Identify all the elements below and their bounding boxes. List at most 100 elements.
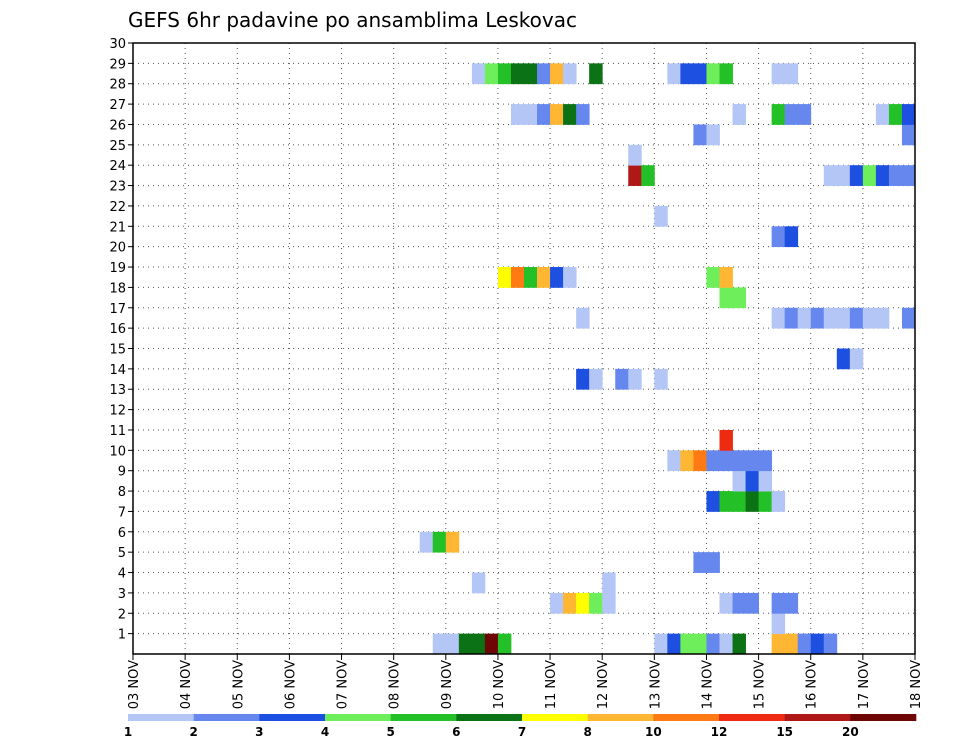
- y-tick-label: 16: [109, 322, 126, 337]
- precip-cell: [745, 470, 759, 492]
- precip-cell: [602, 592, 616, 614]
- precip-cell: [745, 491, 759, 512]
- precip-cell: [732, 491, 746, 512]
- x-tick-label: 04 NOV: [179, 660, 194, 709]
- precip-cell: [771, 592, 786, 614]
- precip-cell: [901, 165, 916, 186]
- precip-cell: [797, 307, 812, 329]
- x-tick-label: 08 NOV: [388, 660, 403, 709]
- y-tick-label: 13: [109, 383, 126, 398]
- y-tick-label: 10: [109, 444, 126, 459]
- y-tick-label: 22: [109, 200, 126, 215]
- x-tick-label: 17 NOV: [857, 660, 872, 709]
- precip-cell: [719, 491, 733, 512]
- x-tick-label: 12 NOV: [596, 660, 611, 709]
- legend-label: 5: [386, 725, 394, 739]
- precip-cell: [771, 63, 786, 85]
- precip-cell: [771, 633, 786, 655]
- precip-cell: [458, 633, 473, 655]
- precip-cell: [901, 124, 916, 146]
- precip-cell: [706, 124, 720, 146]
- legend-label: 15: [776, 725, 793, 739]
- precip-cell: [719, 267, 733, 288]
- x-tick-label: 10 NOV: [492, 660, 507, 709]
- precip-cell: [497, 63, 512, 85]
- x-tick-label: 03 NOV: [127, 660, 142, 709]
- precip-cell: [654, 205, 668, 227]
- y-tick-label: 20: [109, 241, 126, 256]
- precip-cell: [797, 633, 812, 655]
- precip-cell: [589, 63, 603, 85]
- precip-cell: [784, 633, 799, 655]
- precip-cell: [719, 450, 733, 472]
- precip-cell: [784, 63, 799, 85]
- precip-cell: [550, 592, 564, 614]
- y-tick-label: 9: [118, 465, 126, 480]
- precip-cell: [706, 267, 720, 288]
- precip-cell: [784, 307, 799, 329]
- x-tick-label: 14 NOV: [700, 660, 715, 709]
- legend-label: 3: [255, 725, 263, 739]
- y-tick-label: 17: [109, 302, 126, 317]
- precip-cell: [823, 165, 838, 186]
- precip-cell: [471, 633, 486, 655]
- legend-swatch: [587, 714, 654, 721]
- x-tick-label: 18 NOV: [909, 660, 924, 709]
- y-tick-label: 6: [118, 526, 126, 541]
- precip-cell: [576, 104, 590, 125]
- color-legend: 1 2 3 4 5 6 7 8 10 12 15 20: [124, 714, 917, 739]
- precip-cell: [602, 572, 616, 594]
- legend-swatch: [456, 714, 523, 721]
- legend-label: 4: [321, 725, 329, 739]
- precip-cell: [524, 104, 538, 125]
- precip-cell: [862, 307, 877, 329]
- precip-cell: [836, 165, 851, 186]
- precip-cell: [628, 144, 642, 166]
- legend-swatch: [128, 714, 194, 721]
- precip-cell: [524, 63, 538, 85]
- precip-cell: [563, 104, 577, 125]
- precip-cell: [537, 267, 551, 288]
- precip-cell: [810, 633, 825, 655]
- precip-cell: [563, 267, 577, 288]
- precip-cell: [445, 633, 460, 655]
- precip-cell: [823, 633, 838, 655]
- precip-cell: [732, 287, 746, 309]
- y-tick-label: 23: [109, 180, 126, 195]
- precip-cell: [693, 63, 707, 85]
- grid-lines: [133, 43, 915, 654]
- precip-cell: [432, 633, 447, 655]
- precip-cell: [484, 63, 499, 85]
- precip-cell: [497, 267, 512, 288]
- x-tick-label: 09 NOV: [440, 660, 455, 709]
- precip-cell: [862, 165, 877, 186]
- legend-swatch: [259, 714, 326, 721]
- precip-cell: [745, 592, 759, 614]
- precip-cell: [615, 368, 629, 390]
- precip-cell: [784, 226, 799, 248]
- legend-swatch: [719, 714, 785, 721]
- precip-cell: [797, 104, 812, 125]
- y-tick-label: 8: [118, 485, 126, 500]
- y-tick-label: 24: [109, 159, 126, 174]
- legend-label: 20: [842, 725, 859, 739]
- precip-cell: [849, 307, 864, 329]
- precip-cell: [875, 307, 890, 329]
- precip-cell: [784, 104, 799, 125]
- precip-cells: [419, 63, 916, 655]
- precip-cell: [510, 104, 525, 125]
- precip-cell: [745, 450, 759, 472]
- precip-cell: [510, 267, 525, 288]
- precip-cell: [497, 633, 512, 655]
- y-tick-label: 7: [118, 505, 126, 520]
- precip-cell: [901, 104, 916, 125]
- precip-cell: [706, 633, 720, 655]
- precip-cell: [888, 165, 903, 186]
- y-tick-label: 11: [109, 424, 126, 439]
- precip-cell: [849, 348, 864, 370]
- precip-cell: [693, 633, 707, 655]
- legend-swatch: [193, 714, 260, 721]
- precip-cell: [680, 633, 694, 655]
- precip-cell: [810, 307, 825, 329]
- precip-cell: [706, 552, 720, 573]
